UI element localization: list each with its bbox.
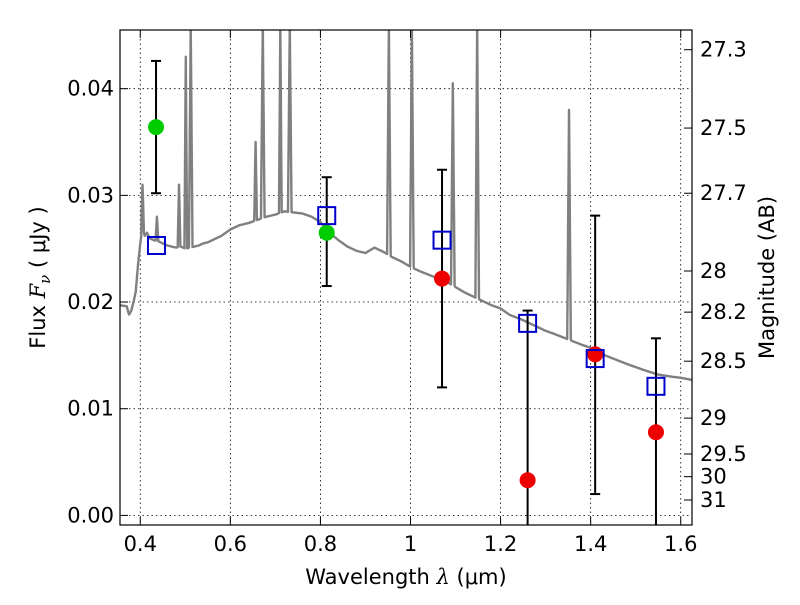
model-photometry-box <box>585 349 605 369</box>
x-tick-label: 1.4 <box>574 532 607 556</box>
y2-tick-label: 29 <box>700 406 727 430</box>
weak-detection-point <box>587 346 604 363</box>
y2-tick-label: 27.7 <box>700 181 747 205</box>
weak-detection-point <box>647 424 664 441</box>
weak-detection-point <box>434 270 451 287</box>
model-photometry-box <box>646 376 666 396</box>
grid-layer <box>120 30 692 525</box>
data-layer <box>120 30 692 525</box>
spectrum-line <box>120 30 692 382</box>
y-tick-label: 0.04 <box>67 77 114 101</box>
x-axis-label-prefix: Wavelength <box>305 565 436 589</box>
y2-tick-label: 27.5 <box>700 116 747 140</box>
weak-detection-point <box>519 472 536 489</box>
y-axis-label-suffix: ( μJy ) <box>26 206 50 274</box>
y-tick-label: 0.00 <box>67 503 114 527</box>
x-axis-label: Wavelength λ (μm) <box>305 565 506 589</box>
y-axis-label-subscript: ν <box>36 275 54 284</box>
detection-point <box>148 119 165 136</box>
x-tick-label: 0.6 <box>214 532 247 556</box>
y2-tick-label: 28 <box>700 259 727 283</box>
y-axis-label: Flux Fν ( μJy ) <box>26 206 54 348</box>
model-photometry-box <box>518 313 538 333</box>
y-tick-label: 0.01 <box>67 397 114 421</box>
model-photometry-box <box>317 206 337 226</box>
y-axis-label-prefix: Flux <box>26 298 50 348</box>
x-tick-label: 1.6 <box>664 532 697 556</box>
x-tick-label: 1 <box>404 532 417 556</box>
y2-axis-label: Magnitude (AB) <box>755 196 779 359</box>
x-tick-label: 1.2 <box>484 532 517 556</box>
y-tick-label: 0.03 <box>67 183 114 207</box>
plot-frame <box>119 29 693 526</box>
y2-tick-label: 29.5 <box>700 442 747 466</box>
y2-tick-label: 30 <box>700 465 727 489</box>
axis-layer: 0.4 0.6 0.8 1 1.2 1.4 1.6 0.00 0.01 0.02 0.03 0.04 2… <box>67 30 747 556</box>
y-tick-label: 0.02 <box>67 290 114 314</box>
label-layer: Wavelength λ (μm) Flux Fν ( μJy ) Magnitud… <box>26 196 779 589</box>
model-photometry-box <box>432 230 452 250</box>
y2-tick-label: 31 <box>700 488 727 512</box>
x-axis-label-symbol: λ <box>436 565 450 589</box>
x-axis-label-suffix: (μm) <box>450 565 507 589</box>
detection-point <box>318 224 335 241</box>
y2-tick-label: 28.5 <box>700 349 747 373</box>
x-tick-label: 0.4 <box>124 532 157 556</box>
x-tick-label: 0.8 <box>304 532 337 556</box>
y2-tick-label: 27.3 <box>700 38 747 62</box>
y-axis-label-symbol: F <box>26 282 50 299</box>
model-photometry-box <box>146 235 166 255</box>
y2-tick-label: 28.2 <box>700 300 747 324</box>
